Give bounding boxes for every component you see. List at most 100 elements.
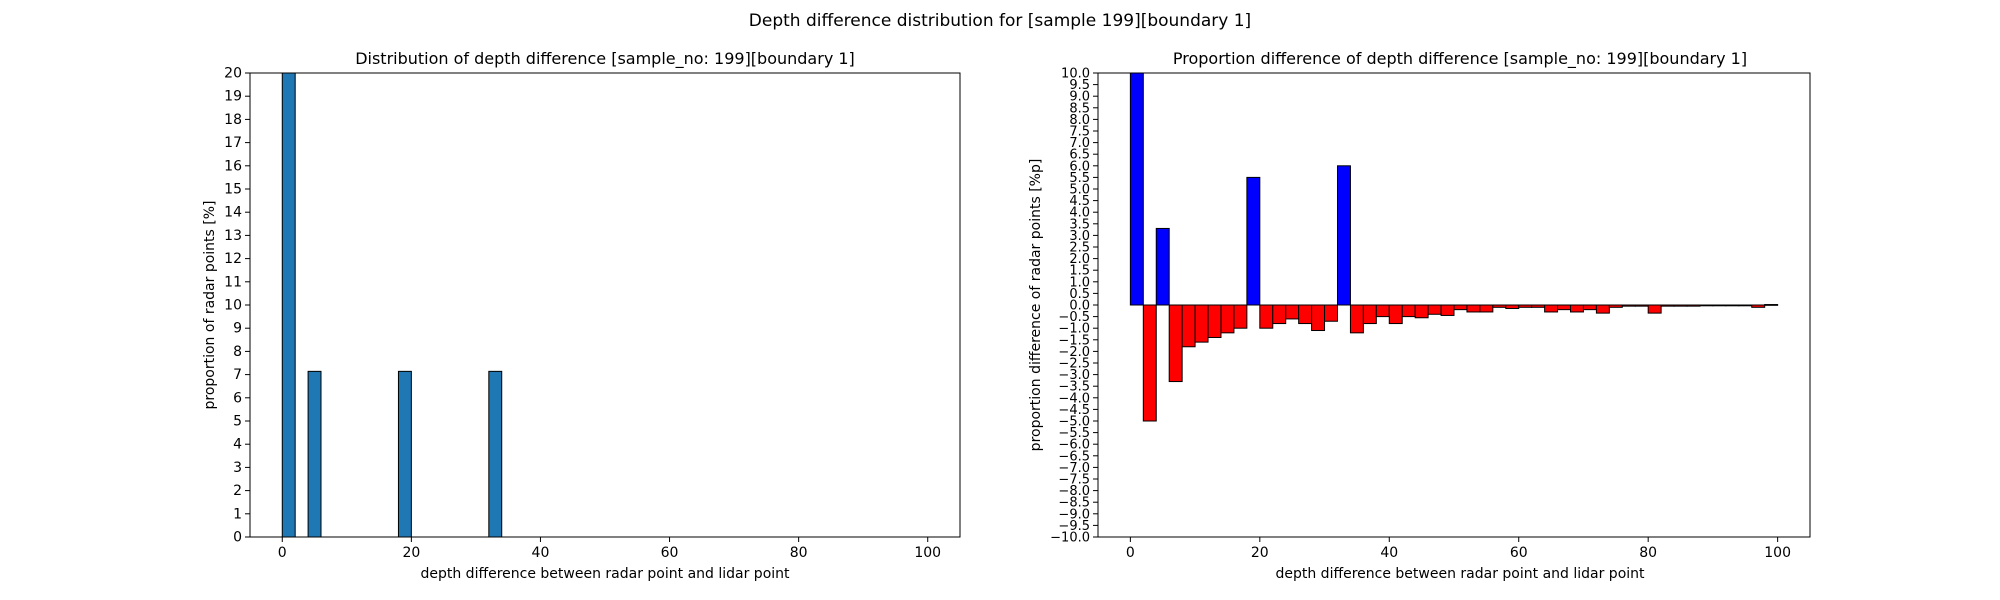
proportion-difference-bar [1660,304,1675,307]
distribution-bar [488,370,503,538]
distribution-ytick-label: 19 [224,89,242,105]
proportion-difference-bar [1181,304,1196,348]
proportion-difference-bar [1544,304,1559,313]
proportion-difference-ytick-label: −1.5 [1058,333,1090,348]
distribution-xtick-label: 100 [914,545,941,561]
distribution-ytick-label: 1 [233,506,242,522]
proportion-difference-bar [1207,304,1222,338]
proportion-difference-ytick-label: 5.5 [1069,171,1090,186]
distribution-ytick-label: 20 [224,66,242,82]
distribution-chart-ylabel: proportion of radar points [%] [202,200,218,409]
distribution-ytick-label: 7 [233,367,242,383]
distribution-chart: Distribution of depth difference [sample… [202,49,961,582]
proportion-difference-ytick-label: −7.0 [1058,461,1090,476]
proportion-difference-bar [1155,227,1170,306]
proportion-difference-bars [1129,72,1779,422]
proportion-difference-chart: Proportion difference of depth differenc… [1028,49,1811,582]
proportion-difference-bar [1764,304,1779,306]
proportion-difference-ytick-label: 7.0 [1069,136,1090,151]
proportion-difference-bar [1129,72,1144,306]
proportion-difference-bar [1336,165,1351,306]
distribution-ytick-label: 13 [224,228,242,244]
proportion-difference-ytick-label: 3.5 [1069,217,1090,232]
proportion-difference-bar [1259,304,1274,329]
proportion-difference-ytick-label: −6.5 [1058,449,1090,464]
proportion-difference-bar [1311,304,1326,332]
distribution-bar [281,72,296,538]
proportion-difference-xtick-label: 100 [1764,545,1791,561]
proportion-difference-bar [1582,304,1597,311]
proportion-difference-xtick-label: 0 [1126,545,1135,561]
proportion-difference-ytick-label: 9.5 [1069,78,1090,93]
proportion-difference-ytick-label: −3.0 [1058,368,1090,383]
distribution-ytick-label: 17 [224,135,242,151]
proportion-difference-bar [1531,304,1546,308]
proportion-difference-bar [1349,304,1364,334]
proportion-difference-bar [1142,304,1157,422]
proportion-difference-bar [1492,304,1507,308]
proportion-difference-bar [1375,304,1390,318]
proportion-difference-bar [1414,304,1429,319]
proportion-difference-ytick-label: −7.5 [1058,473,1090,488]
proportion-difference-bar [1505,304,1520,309]
proportion-difference-ytick-label: −6.0 [1058,438,1090,453]
distribution-ytick-label: 11 [224,274,242,290]
proportion-difference-ytick-label: −9.0 [1058,507,1090,522]
proportion-difference-ytick-label: 1.5 [1069,264,1090,279]
proportion-difference-ytick-label: −10.0 [1050,531,1090,546]
proportion-difference-ytick-label: 0.0 [1069,299,1090,314]
figure-suptitle: Depth difference distribution for [sampl… [749,11,1251,31]
proportion-difference-bar [1298,304,1313,325]
proportion-difference-ytick-label: −8.0 [1058,484,1090,499]
distribution-axes-frame [249,72,961,538]
proportion-difference-bar [1168,304,1183,383]
distribution-ytick-label: 15 [224,182,242,198]
proportion-difference-ytick-label: 10.0 [1061,67,1090,82]
proportion-difference-ytick-label: −3.5 [1058,380,1090,395]
proportion-difference-ytick-label: 0.5 [1069,287,1090,302]
proportion-difference-ytick-label: −8.5 [1058,496,1090,511]
proportion-difference-bar [1246,176,1261,306]
proportion-difference-ytick-label: 4.5 [1069,194,1090,209]
proportion-difference-xtick-label: 80 [1639,545,1657,561]
proportion-difference-ytick-label: 6.5 [1069,148,1090,163]
distribution-ytick-label: 3 [233,460,242,476]
proportion-difference-ytick-label: 8.0 [1069,113,1090,128]
proportion-difference-bar [1673,304,1688,307]
distribution-ytick-label: 6 [233,390,242,406]
proportion-difference-chart-xlabel: depth difference between radar point and… [1275,566,1645,582]
proportion-difference-bar [1285,304,1300,320]
proportion-difference-ytick-label: −5.0 [1058,415,1090,430]
distribution-ytick-label: 18 [224,112,242,128]
distribution-ytick-label: 9 [233,321,242,337]
proportion-difference-ytick-label: 9.0 [1069,90,1090,105]
proportion-difference-bar [1388,304,1403,325]
proportion-difference-ytick-label: 3.0 [1069,229,1090,244]
proportion-difference-ytick-label: −2.0 [1058,345,1090,360]
distribution-ytick-label: 2 [233,483,242,499]
proportion-difference-bar [1272,304,1287,325]
proportion-difference-bar [1440,304,1455,316]
proportion-difference-ytick-label: −4.5 [1058,403,1090,418]
distribution-ytick-label: 8 [233,344,242,360]
distribution-ytick-label: 12 [224,251,242,267]
proportion-difference-ytick-label: 5.0 [1069,183,1090,198]
proportion-difference-bar [1324,304,1338,322]
proportion-difference-ytick-label: 2.5 [1069,241,1090,256]
proportion-difference-ytick-label: 8.5 [1069,101,1090,116]
distribution-ytick-label: 0 [233,530,242,546]
distribution-ytick-label: 16 [224,158,242,174]
proportion-difference-bar [1453,304,1468,311]
proportion-difference-bar [1647,304,1662,314]
proportion-difference-ytick-label: 4.0 [1069,206,1090,221]
distribution-xtick-label: 40 [532,545,550,561]
proportion-difference-bar [1751,304,1766,308]
proportion-difference-chart-title: Proportion difference of depth differenc… [1173,49,1747,69]
distribution-xtick-label: 60 [661,545,679,561]
proportion-difference-ytick-label: 2.0 [1069,252,1090,267]
distribution-ytick-label: 4 [233,437,242,453]
proportion-difference-bar [1362,304,1377,325]
proportion-difference-bar [1608,304,1623,308]
distribution-ytick-label: 14 [224,205,242,221]
